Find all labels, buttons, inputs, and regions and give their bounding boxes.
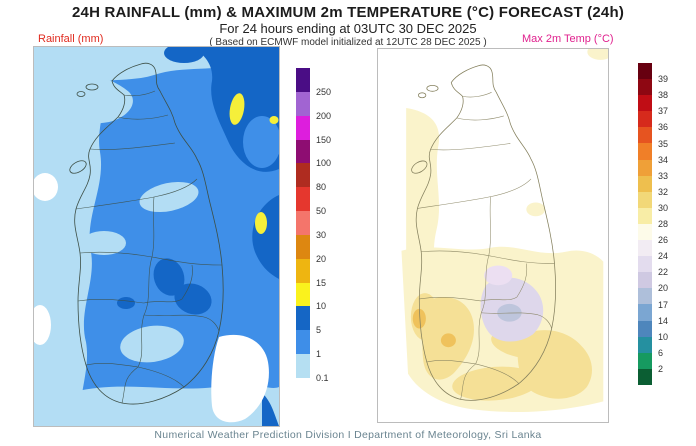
legend-label: 35	[658, 138, 669, 149]
rainfall-map-canvas	[34, 47, 279, 426]
rain-light-regions	[34, 47, 279, 426]
legend-label: 6	[658, 347, 664, 358]
temp-32-33-spots	[412, 308, 456, 348]
rain-yellow-spots	[229, 93, 279, 234]
legend-label: 10	[658, 331, 669, 342]
legend-label: 22	[658, 267, 669, 278]
legend-label: 34	[658, 154, 669, 165]
model-note: ( Based on ECMWF model initialized at 12…	[209, 37, 487, 48]
rainfall-map	[33, 46, 280, 427]
legend-color-segment	[296, 211, 310, 235]
legend-color-segment	[638, 111, 652, 128]
legend-color-segment	[638, 63, 652, 80]
legend-color-segment	[638, 207, 652, 224]
temperature-legend: 39 38 37 36 35 34 33 32 30 28 26 24 22 20 17 14 10 6 2	[638, 63, 693, 385]
legend-color-segment	[638, 223, 652, 241]
legend-color-segment	[638, 272, 652, 289]
page-subtitle: For 24 hours ending at 03UTC 30 DEC 2025	[219, 21, 477, 36]
legend-label: 30	[658, 202, 669, 213]
legend-label: 10	[316, 301, 327, 312]
legend-color-segment	[638, 320, 652, 337]
legend-color-segment	[638, 159, 652, 176]
legend-label: 200	[316, 110, 332, 121]
legend-color-segment	[296, 139, 310, 164]
legend-color-segment	[638, 191, 652, 208]
legend-label: 50	[316, 206, 327, 217]
legend-colorbar	[638, 63, 652, 385]
legend-label: 36	[658, 122, 669, 133]
legend-label: 2	[658, 363, 664, 374]
legend-label: 20	[316, 253, 327, 264]
legend-label: 24	[658, 251, 669, 262]
legend-label: 100	[316, 158, 332, 169]
legend-color-segment	[638, 288, 652, 305]
legend-label: 38	[658, 90, 669, 101]
legend-label: 5	[316, 325, 322, 336]
legend-color-segment	[296, 115, 310, 140]
legend-color-segment	[638, 95, 652, 112]
legend-color-segment	[638, 175, 652, 192]
legend-label: 33	[658, 170, 669, 181]
legend-color-segment	[296, 282, 310, 307]
page-title: 24H RAINFALL (mm) & MAXIMUM 2m TEMPERATU…	[71, 4, 625, 21]
legend-label: 28	[658, 219, 669, 229]
legend-label: 80	[316, 182, 327, 193]
legend-color-segment	[296, 354, 310, 378]
legend-color-segment	[296, 330, 310, 355]
legend-label: 37	[658, 106, 669, 117]
legend-label: 30	[316, 229, 327, 240]
temperature-map-canvas	[378, 49, 608, 422]
legend-color-segment	[296, 306, 310, 331]
legend-color-segment	[296, 68, 310, 92]
legend-color-segment	[296, 163, 310, 188]
legend-color-segment	[638, 304, 652, 321]
legend-color-segment	[638, 336, 652, 353]
legend-label: 32	[658, 186, 669, 197]
rainfall-panel-label: Rainfall (mm)	[38, 33, 104, 45]
legend-label: 17	[658, 299, 669, 310]
rain-dry-white-patches	[34, 173, 269, 423]
legend-color-segment	[296, 234, 310, 259]
legend-label: 150	[316, 134, 332, 145]
legend-color-segment	[296, 187, 310, 212]
legend-colorbar	[296, 68, 310, 378]
legend-color-segment	[638, 240, 652, 257]
legend-label: 20	[658, 283, 669, 294]
legend-label: 26	[658, 235, 669, 246]
footer-credit: Numerical Weather Prediction Division I …	[154, 429, 542, 441]
temperature-map	[377, 48, 609, 423]
legend-label: 250	[316, 86, 332, 97]
legend-label: 39	[658, 74, 669, 85]
legend-color-segment	[638, 368, 652, 385]
legend-color-segment	[638, 352, 652, 369]
rainfall-legend: 250 200 150 100 80 50 30 20 15 10 5 1 0.1	[296, 68, 351, 383]
legend-color-segment	[296, 258, 310, 283]
legend-label: 15	[316, 277, 327, 288]
legend-color-segment	[638, 127, 652, 144]
legend-label: 0.1	[316, 373, 329, 383]
temperature-panel-label: Max 2m Temp (°C)	[522, 33, 614, 45]
temp-hill-pink	[484, 265, 513, 286]
legend-color-segment	[638, 79, 652, 96]
rain-medium-hole	[243, 116, 279, 168]
legend-label: 1	[316, 349, 322, 360]
legend-color-segment	[638, 256, 652, 273]
legend-color-segment	[638, 143, 652, 160]
legend-color-segment	[296, 91, 310, 116]
legend-label: 14	[658, 315, 669, 326]
